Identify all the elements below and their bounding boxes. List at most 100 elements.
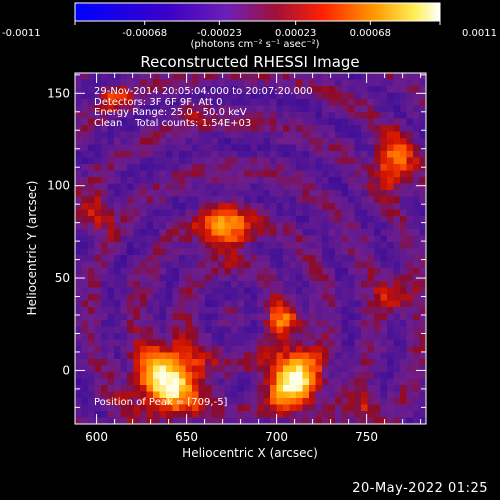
heatmap-cell: [94, 248, 102, 256]
heatmap-cell: [322, 183, 329, 191]
heatmap-cell: [406, 417, 414, 425]
heatmap-cell: [218, 170, 225, 178]
heatmap-cell: [205, 131, 212, 139]
heatmap-cell: [218, 131, 225, 139]
heatmap-cell: [88, 307, 95, 314]
heatmap-cell: [140, 99, 147, 106]
heatmap-cell: [328, 125, 336, 132]
heatmap-cell: [374, 216, 381, 223]
heatmap-cell: [166, 268, 173, 275]
heatmap-cell: [367, 131, 375, 139]
heatmap-cell: [289, 229, 297, 236]
heatmap-cell: [166, 183, 173, 191]
colorbar-tick-label: -0.00068: [122, 28, 167, 39]
heatmap-cell: [146, 183, 154, 191]
heatmap-cell: [387, 346, 394, 353]
heatmap-cell: [393, 261, 401, 269]
heatmap-cell: [153, 398, 160, 405]
heatmap-cell: [81, 300, 89, 308]
heatmap-cell: [94, 86, 102, 93]
heatmap-cell: [172, 417, 180, 425]
heatmap-cell: [159, 157, 167, 165]
heatmap-cell: [127, 294, 134, 301]
heatmap-cell: [400, 196, 407, 204]
heatmap-cell: [289, 196, 297, 204]
heatmap-cell: [393, 170, 401, 178]
heatmap-cell: [413, 209, 420, 217]
heatmap-cell: [348, 229, 355, 236]
heatmap-cell: [302, 365, 310, 373]
heatmap-cell: [348, 365, 355, 373]
heatmap-cell: [283, 352, 290, 360]
heatmap-cell: [289, 333, 297, 340]
heatmap-cell: [81, 216, 89, 223]
heatmap-cell: [107, 164, 115, 171]
heatmap-cell: [140, 118, 147, 126]
heatmap-cell: [88, 300, 95, 308]
heatmap-cell: [166, 346, 173, 353]
heatmap-cell: [289, 313, 297, 321]
heatmap-cell: [322, 307, 329, 314]
heatmap-cell: [309, 183, 316, 191]
heatmap-cell: [374, 300, 381, 308]
heatmap-cell: [257, 352, 264, 360]
heatmap-cell: [133, 307, 141, 314]
heatmap-cell: [400, 326, 407, 334]
heatmap-cell: [81, 313, 89, 321]
heatmap-cell: [400, 287, 407, 295]
heatmap-cell: [400, 170, 407, 178]
heatmap-cell: [231, 99, 238, 106]
heatmap-cell: [419, 320, 427, 327]
heatmap-cell: [166, 339, 173, 347]
heatmap-cell: [166, 378, 173, 386]
heatmap-cell: [335, 268, 342, 275]
heatmap-cell: [185, 151, 193, 158]
heatmap-cell: [341, 359, 349, 366]
heatmap-cell: [218, 112, 225, 119]
heatmap-cell: [400, 235, 407, 243]
heatmap-cell: [289, 320, 297, 327]
heatmap-cell: [413, 125, 420, 132]
heatmap-cell: [283, 333, 290, 340]
heatmap-cell: [276, 112, 284, 119]
heatmap-cell: [283, 170, 290, 178]
heatmap-cell: [114, 190, 121, 197]
heatmap-cell: [244, 112, 251, 119]
heatmap-cell: [140, 157, 147, 165]
heatmap-cell: [283, 79, 290, 87]
heatmap-cell: [159, 313, 167, 321]
heatmap-cell: [224, 131, 232, 139]
heatmap-cell: [322, 365, 329, 373]
heatmap-cell: [192, 177, 199, 184]
heatmap-cell: [315, 326, 323, 334]
heatmap-cell: [309, 118, 316, 126]
heatmap-cell: [107, 333, 115, 340]
heatmap-cell: [75, 92, 82, 100]
heatmap-cell: [263, 404, 271, 412]
heatmap-cell: [166, 242, 173, 249]
heatmap-cell: [309, 157, 316, 165]
heatmap-cell: [172, 404, 180, 412]
heatmap-cell: [341, 339, 349, 347]
heatmap-cell: [218, 235, 225, 243]
heatmap-cell: [133, 144, 141, 152]
heatmap-cell: [283, 203, 290, 210]
heatmap-cell: [192, 125, 199, 132]
heatmap-cell: [81, 183, 89, 191]
heatmap-cell: [81, 131, 89, 139]
heatmap-cell: [296, 261, 303, 269]
heatmap-cell: [244, 125, 251, 132]
heatmap-cell: [250, 144, 258, 152]
heatmap-cell: [289, 125, 297, 132]
heatmap-cell: [296, 229, 303, 236]
heatmap-cell: [296, 313, 303, 321]
heatmap-cell: [289, 79, 297, 87]
heatmap-cell: [354, 177, 362, 184]
heatmap-cell: [335, 391, 342, 399]
heatmap-cell: [192, 196, 199, 204]
heatmap-cell: [289, 248, 297, 256]
heatmap-cell: [250, 372, 258, 379]
heatmap-cell: [263, 378, 271, 386]
heatmap-cell: [101, 248, 108, 256]
heatmap-cell: [302, 183, 310, 191]
